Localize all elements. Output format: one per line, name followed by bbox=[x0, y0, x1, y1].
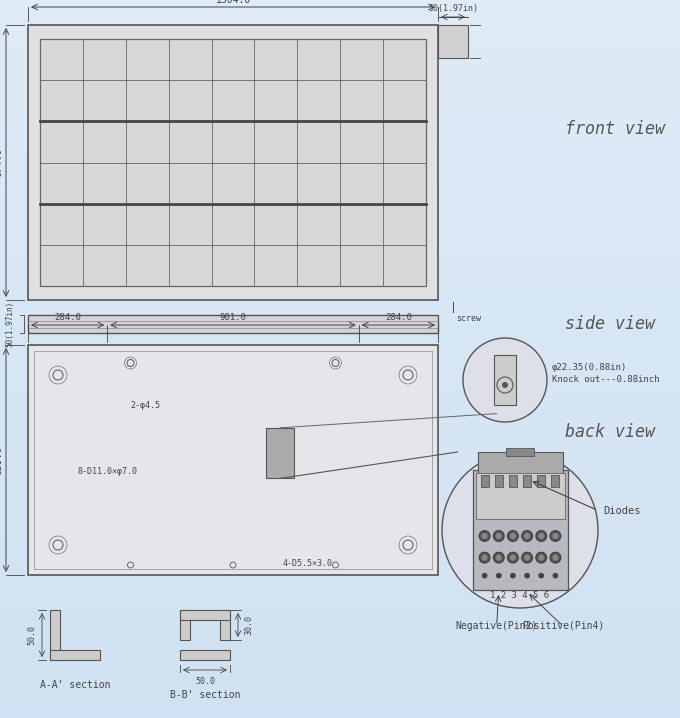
Circle shape bbox=[479, 531, 490, 541]
Circle shape bbox=[524, 573, 530, 578]
Bar bbox=[495, 475, 503, 487]
Text: 8-D11.0×φ7.0: 8-D11.0×φ7.0 bbox=[78, 467, 137, 476]
Circle shape bbox=[493, 552, 505, 563]
Text: 50.0: 50.0 bbox=[27, 625, 37, 645]
Circle shape bbox=[463, 338, 547, 422]
Circle shape bbox=[539, 554, 544, 561]
Text: A-A' section: A-A' section bbox=[39, 680, 110, 690]
Text: 284.0: 284.0 bbox=[385, 312, 412, 322]
Circle shape bbox=[553, 573, 558, 578]
Circle shape bbox=[502, 382, 508, 388]
Text: 901.0: 901.0 bbox=[220, 312, 246, 322]
Text: 639.0: 639.0 bbox=[0, 445, 3, 475]
Circle shape bbox=[539, 573, 544, 578]
Bar bbox=[494, 355, 516, 405]
Bar bbox=[28, 25, 438, 300]
Circle shape bbox=[524, 554, 530, 561]
Bar bbox=[551, 475, 560, 487]
Text: 4-D5.5×3.0: 4-D5.5×3.0 bbox=[282, 559, 333, 567]
Text: Diodes: Diodes bbox=[603, 505, 641, 516]
Circle shape bbox=[496, 533, 502, 539]
Text: 1504.0: 1504.0 bbox=[216, 0, 251, 5]
Circle shape bbox=[442, 452, 598, 608]
Text: Positive(Pin4): Positive(Pin4) bbox=[522, 621, 604, 631]
Text: 1 2 3 4 5 6: 1 2 3 4 5 6 bbox=[490, 590, 549, 600]
Circle shape bbox=[536, 531, 547, 541]
Bar bbox=[220, 610, 230, 640]
Text: side view: side view bbox=[565, 315, 655, 333]
Bar bbox=[266, 428, 294, 478]
Circle shape bbox=[510, 533, 516, 539]
Bar bbox=[438, 25, 468, 58]
Text: 284.0: 284.0 bbox=[54, 312, 81, 322]
Circle shape bbox=[522, 552, 532, 563]
Text: 50(1.97in): 50(1.97in) bbox=[5, 301, 14, 347]
Bar bbox=[473, 470, 568, 590]
Text: 30.0: 30.0 bbox=[245, 615, 254, 635]
Text: 50(1.97in): 50(1.97in) bbox=[428, 4, 478, 12]
Circle shape bbox=[496, 573, 501, 578]
Circle shape bbox=[550, 552, 561, 563]
Bar bbox=[477, 452, 562, 474]
Circle shape bbox=[539, 533, 544, 539]
Text: back view: back view bbox=[565, 424, 655, 442]
Text: 674.0: 674.0 bbox=[0, 148, 3, 177]
Circle shape bbox=[507, 531, 518, 541]
Bar bbox=[50, 650, 100, 660]
Bar bbox=[481, 475, 489, 487]
Circle shape bbox=[536, 552, 547, 563]
Circle shape bbox=[511, 573, 515, 578]
Bar bbox=[40, 39, 426, 286]
Bar bbox=[506, 448, 534, 456]
Text: Negative(Pin2): Negative(Pin2) bbox=[456, 621, 538, 631]
Text: φ22.35(0.88in): φ22.35(0.88in) bbox=[552, 363, 627, 372]
Circle shape bbox=[550, 531, 561, 541]
Text: 2-φ4.5: 2-φ4.5 bbox=[131, 401, 160, 409]
Text: 50.0: 50.0 bbox=[195, 678, 215, 686]
Bar bbox=[50, 610, 60, 660]
Bar bbox=[28, 315, 438, 333]
Circle shape bbox=[510, 554, 516, 561]
Circle shape bbox=[552, 554, 558, 561]
Bar bbox=[475, 473, 564, 518]
Text: B-B' section: B-B' section bbox=[170, 690, 240, 700]
Circle shape bbox=[479, 552, 490, 563]
Circle shape bbox=[482, 573, 487, 578]
Circle shape bbox=[496, 554, 502, 561]
Bar bbox=[180, 610, 190, 640]
Bar bbox=[537, 475, 545, 487]
Bar bbox=[28, 345, 438, 575]
Bar bbox=[523, 475, 531, 487]
Text: screw: screw bbox=[456, 314, 481, 323]
Bar bbox=[180, 610, 230, 620]
Text: Knock out---0.88inch: Knock out---0.88inch bbox=[552, 376, 660, 385]
Circle shape bbox=[481, 554, 488, 561]
Circle shape bbox=[552, 533, 558, 539]
Bar bbox=[180, 650, 230, 660]
Bar bbox=[509, 475, 517, 487]
Circle shape bbox=[524, 533, 530, 539]
Circle shape bbox=[522, 531, 532, 541]
Circle shape bbox=[493, 531, 505, 541]
Circle shape bbox=[481, 533, 488, 539]
Bar bbox=[34, 351, 432, 569]
Circle shape bbox=[507, 552, 518, 563]
Text: front view: front view bbox=[565, 121, 665, 139]
